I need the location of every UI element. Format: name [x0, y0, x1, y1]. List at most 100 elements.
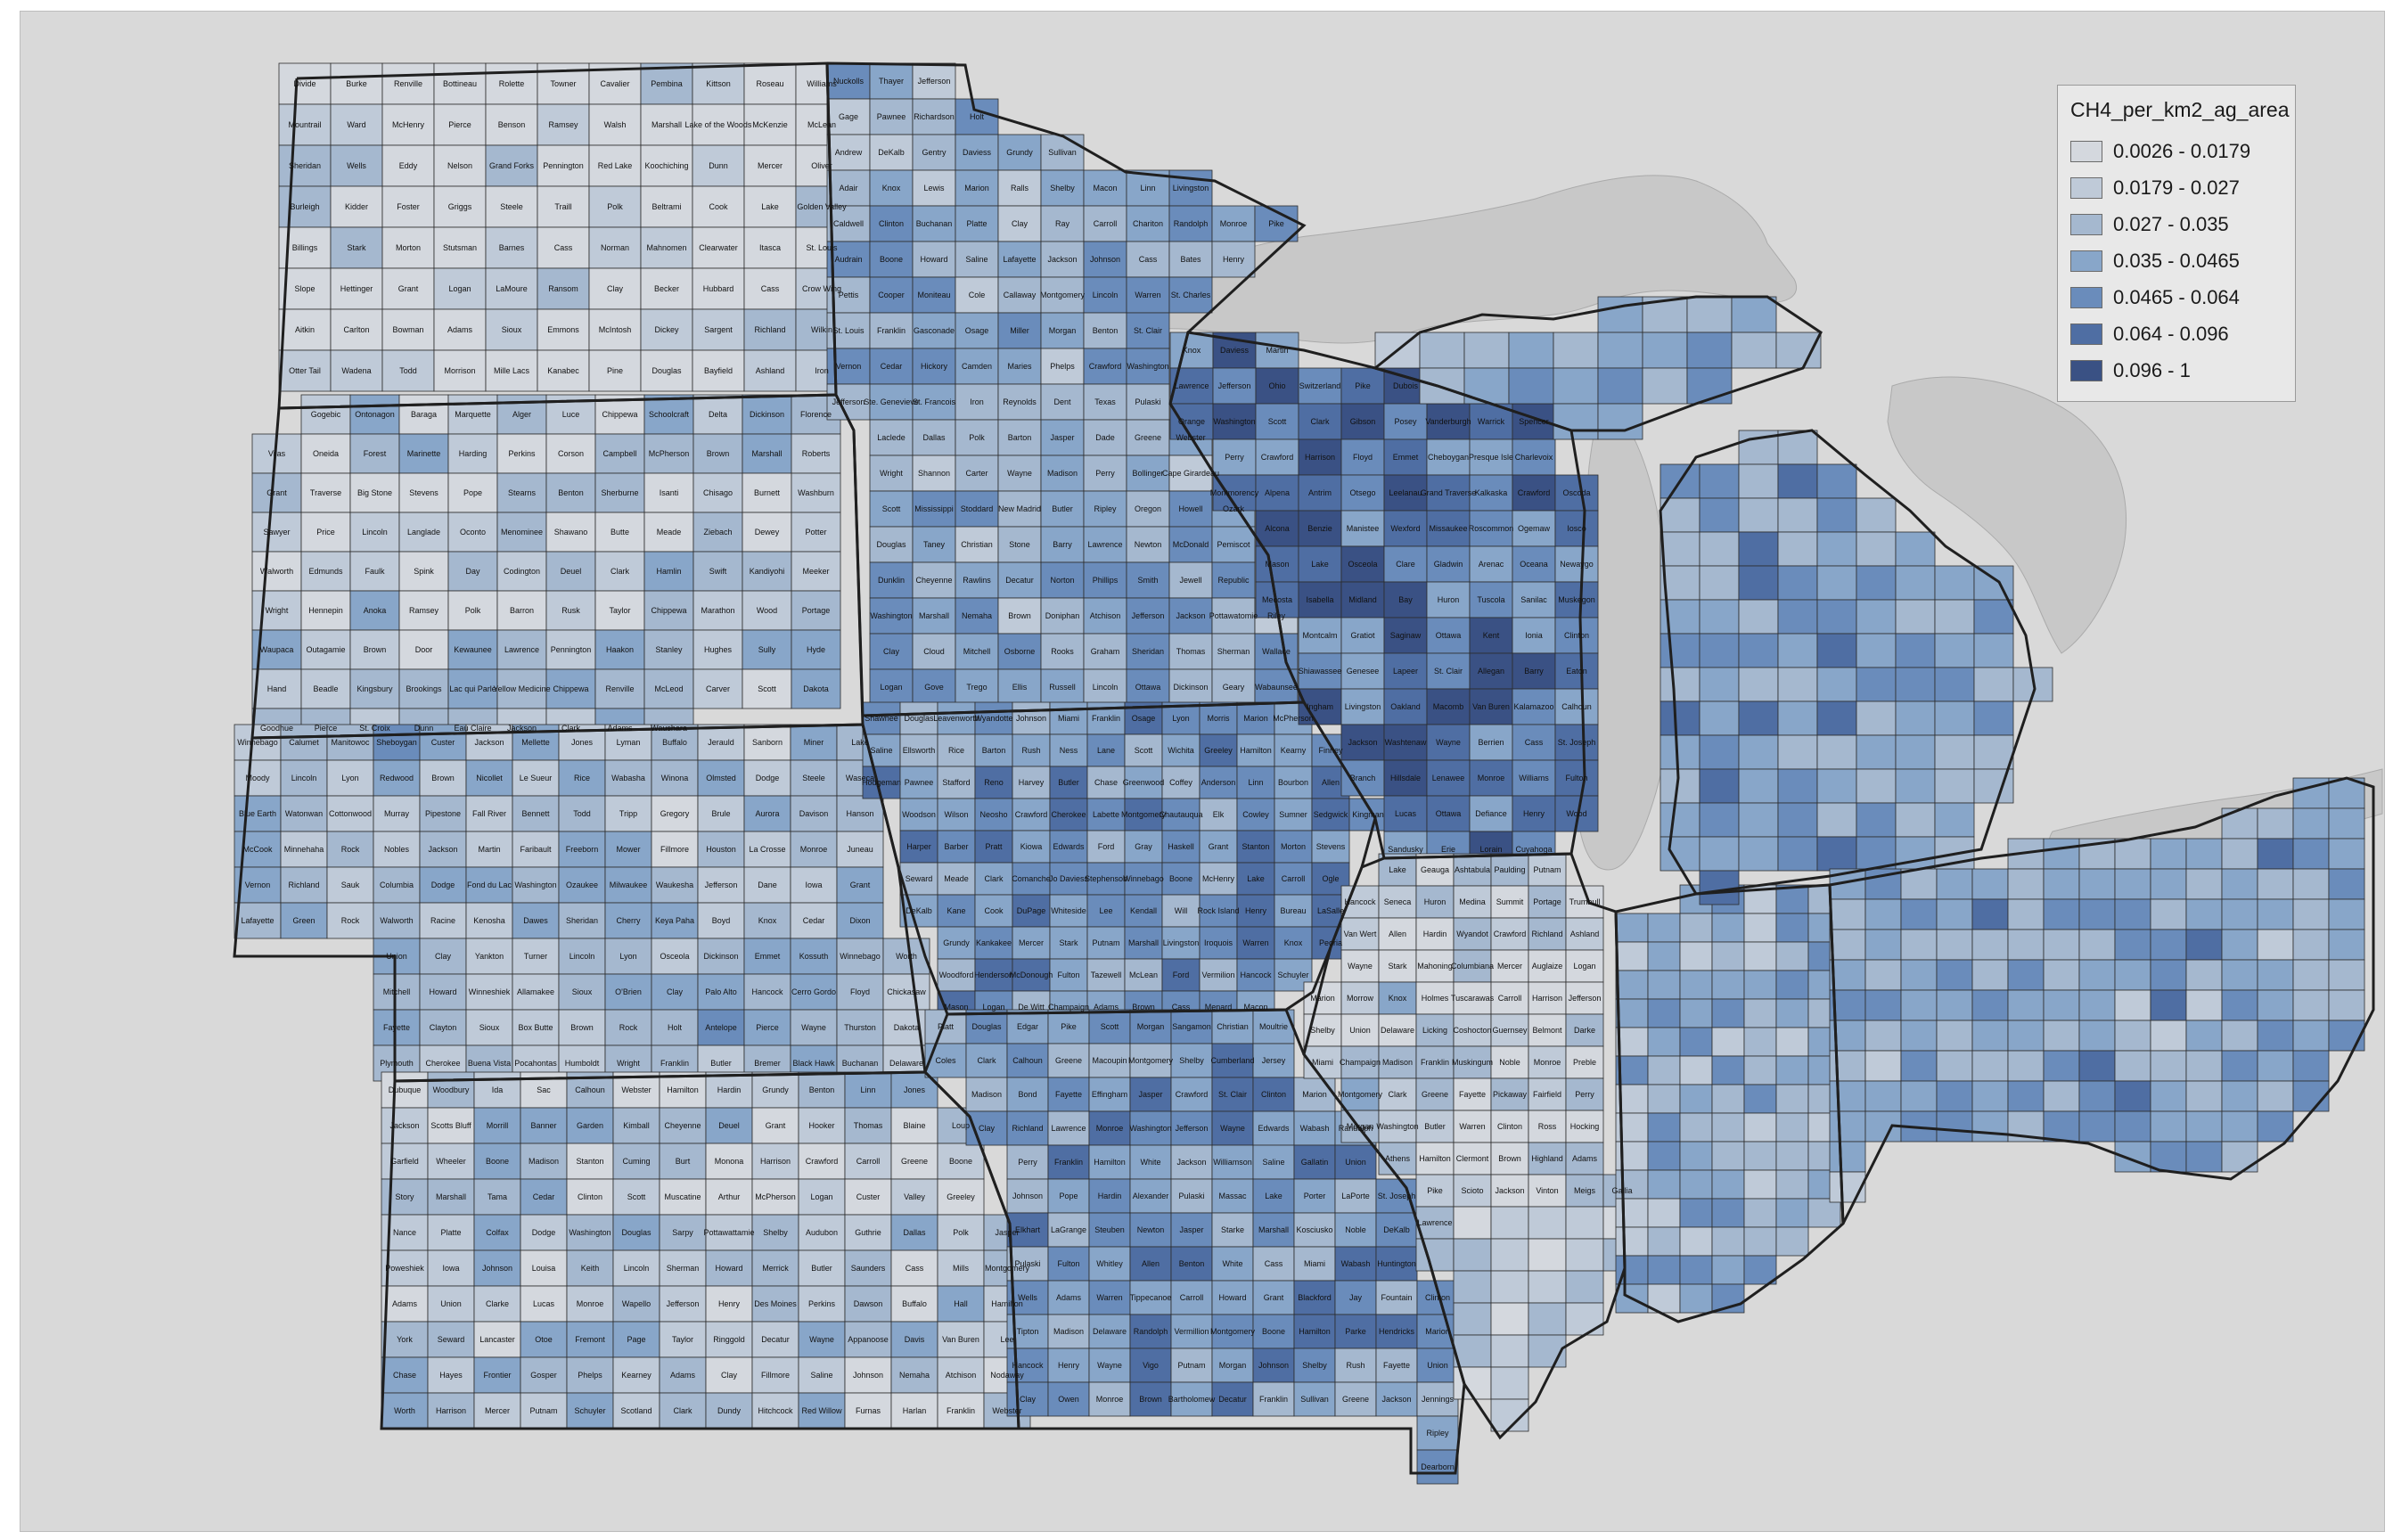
county-polygon[interactable] — [2292, 929, 2330, 961]
county-polygon[interactable] — [1453, 1302, 1492, 1336]
county-polygon[interactable] — [1126, 419, 1170, 456]
county-polygon[interactable] — [1679, 1226, 1713, 1257]
county-polygon[interactable] — [1816, 836, 1857, 872]
county-polygon[interactable] — [2078, 1050, 2116, 1082]
county-polygon[interactable] — [1012, 830, 1051, 864]
county-polygon[interactable] — [937, 1285, 985, 1323]
county-polygon[interactable] — [742, 629, 792, 670]
county-polygon[interactable] — [1088, 1110, 1131, 1146]
county-polygon[interactable] — [1679, 1283, 1713, 1314]
county-polygon[interactable] — [1274, 766, 1313, 799]
county-polygon[interactable] — [1775, 941, 1809, 971]
county-polygon[interactable] — [937, 1178, 985, 1216]
county-polygon[interactable] — [398, 668, 449, 709]
county-polygon[interactable] — [1895, 734, 1936, 770]
county-polygon[interactable] — [1777, 734, 1818, 770]
county-polygon[interactable] — [1738, 667, 1779, 702]
county-polygon[interactable] — [485, 226, 538, 269]
county-polygon[interactable] — [419, 902, 467, 939]
county-polygon[interactable] — [790, 795, 838, 832]
county-polygon[interactable] — [1934, 700, 1975, 736]
county-polygon[interactable] — [2007, 989, 2045, 1021]
county-polygon[interactable] — [2185, 898, 2223, 930]
county-polygon[interactable] — [692, 629, 743, 670]
county-polygon[interactable] — [1293, 1077, 1336, 1112]
county-polygon[interactable] — [997, 597, 1042, 635]
county-polygon[interactable] — [742, 668, 792, 709]
county-polygon[interactable] — [1699, 565, 1740, 601]
county-polygon[interactable] — [1900, 1020, 1938, 1052]
county-polygon[interactable] — [1816, 734, 1857, 770]
county-polygon[interactable] — [612, 1107, 660, 1144]
county-polygon[interactable] — [955, 276, 999, 314]
county-polygon[interactable] — [2328, 868, 2365, 900]
county-polygon[interactable] — [2221, 959, 2258, 991]
county-polygon[interactable] — [1086, 894, 1126, 928]
county-polygon[interactable] — [1088, 1144, 1131, 1180]
county-polygon[interactable] — [997, 633, 1042, 670]
county-polygon[interactable] — [844, 1249, 892, 1287]
county-polygon[interactable] — [937, 798, 976, 831]
county-polygon[interactable] — [1083, 633, 1127, 670]
county-polygon[interactable] — [473, 1249, 521, 1287]
county-polygon[interactable] — [705, 1214, 753, 1251]
county-polygon[interactable] — [520, 1143, 568, 1180]
county-polygon[interactable] — [869, 98, 914, 135]
county-polygon[interactable] — [1743, 941, 1777, 971]
county-polygon[interactable] — [1971, 1110, 2009, 1143]
county-polygon[interactable] — [2078, 1080, 2116, 1112]
county-polygon[interactable] — [997, 383, 1042, 421]
county-polygon[interactable] — [1168, 597, 1213, 635]
county-polygon[interactable] — [278, 349, 332, 392]
county-polygon[interactable] — [1900, 929, 1938, 961]
county-polygon[interactable] — [1199, 894, 1238, 928]
county-polygon[interactable] — [496, 590, 547, 631]
county-polygon[interactable] — [433, 144, 487, 187]
county-polygon[interactable] — [1083, 241, 1127, 278]
county-polygon[interactable] — [1161, 830, 1201, 864]
county-polygon[interactable] — [2078, 868, 2116, 900]
county-polygon[interactable] — [1006, 1110, 1049, 1146]
county-polygon[interactable] — [1973, 633, 2014, 668]
county-polygon[interactable] — [1864, 959, 1902, 991]
county-polygon[interactable] — [1775, 1055, 1809, 1085]
county-polygon[interactable] — [2328, 838, 2365, 870]
county-polygon[interactable] — [1415, 1238, 1455, 1272]
county-polygon[interactable] — [520, 1107, 568, 1144]
county-polygon[interactable] — [743, 144, 797, 187]
county-polygon[interactable] — [2078, 929, 2116, 961]
county-polygon[interactable] — [651, 724, 699, 761]
county-polygon[interactable] — [349, 668, 400, 709]
county-polygon[interactable] — [465, 831, 513, 868]
county-polygon[interactable] — [2257, 929, 2294, 961]
county-polygon[interactable] — [1126, 633, 1170, 670]
county-polygon[interactable] — [1126, 526, 1170, 563]
county-polygon[interactable] — [1743, 970, 1777, 1000]
county-polygon[interactable] — [1088, 1178, 1131, 1214]
county-polygon[interactable] — [2292, 868, 2330, 900]
county-polygon[interactable] — [743, 185, 797, 228]
county-polygon[interactable] — [1936, 1110, 1973, 1143]
county-polygon[interactable] — [1775, 1198, 1809, 1228]
county-polygon[interactable] — [869, 205, 914, 242]
county-polygon[interactable] — [912, 668, 956, 706]
county-polygon[interactable] — [751, 1356, 799, 1394]
county-polygon[interactable] — [1490, 1206, 1529, 1240]
county-polygon[interactable] — [869, 597, 914, 635]
county-polygon[interactable] — [2114, 959, 2151, 991]
county-polygon[interactable] — [1856, 700, 1897, 736]
county-polygon[interactable] — [890, 1392, 938, 1429]
county-polygon[interactable] — [1083, 455, 1127, 492]
county-polygon[interactable] — [427, 1214, 475, 1251]
county-polygon[interactable] — [742, 433, 792, 474]
county-polygon[interactable] — [912, 276, 956, 314]
county-polygon[interactable] — [558, 1009, 606, 1046]
county-polygon[interactable] — [1660, 700, 1701, 736]
county-polygon[interactable] — [1647, 1226, 1681, 1257]
county-polygon[interactable] — [1738, 463, 1779, 499]
county-polygon[interactable] — [1126, 312, 1170, 349]
county-polygon[interactable] — [643, 590, 694, 631]
county-polygon[interactable] — [1490, 1302, 1529, 1336]
county-polygon[interactable] — [743, 938, 791, 975]
county-polygon[interactable] — [433, 267, 487, 310]
